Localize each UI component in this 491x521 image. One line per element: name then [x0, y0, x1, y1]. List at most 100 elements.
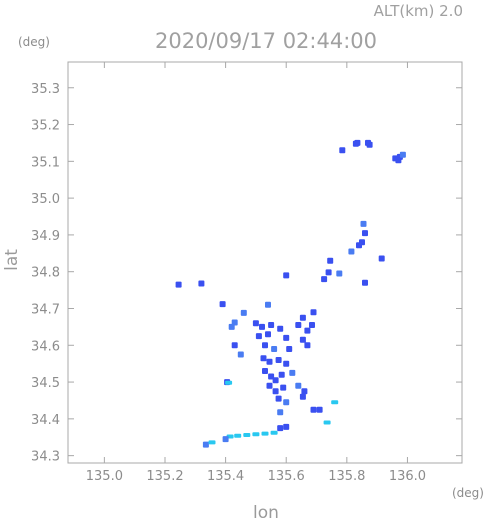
- x-axis-title: lon: [253, 503, 279, 521]
- echo-point: [283, 423, 290, 430]
- echo-point: [277, 325, 284, 332]
- echo-point: [356, 242, 362, 249]
- echo-point: [286, 346, 293, 352]
- echo-point: [399, 151, 406, 158]
- echo-point: [295, 382, 302, 389]
- y-axis-ticks: 34.3 34.4 34.5 34.6 34.7 34.8 34.9 35.0 35.1 35.2…: [31, 82, 462, 465]
- echo-point: [310, 406, 317, 413]
- echo-point: [327, 257, 334, 264]
- echo-point: [266, 382, 273, 389]
- echo-point: [283, 360, 290, 367]
- y-axis-title: lat: [2, 249, 22, 271]
- echo-point: [262, 368, 268, 374]
- echo-point: [339, 147, 346, 154]
- echo-point: [222, 436, 229, 443]
- echo-point: [202, 441, 209, 448]
- echo-point: [260, 355, 267, 362]
- echo-point: [275, 395, 282, 402]
- x-axis-unit: (deg): [452, 486, 484, 500]
- echo-point: [266, 358, 273, 365]
- echo-point: [275, 357, 282, 363]
- echo-point: [310, 309, 317, 316]
- echo-point: [295, 322, 302, 328]
- y-tick-label: 34.9: [31, 229, 60, 244]
- echo-point: [272, 388, 279, 395]
- y-axis-unit: (deg): [18, 35, 50, 49]
- x-tick-label: 135.8: [328, 469, 365, 484]
- echo-point: [231, 342, 238, 349]
- y-tick-label: 34.4: [31, 413, 60, 428]
- echo-point: [304, 327, 311, 334]
- echo-point: [378, 255, 385, 262]
- echo-point: [304, 342, 311, 349]
- x-tick-label: 135.0: [86, 469, 123, 484]
- echo-point: [299, 393, 306, 400]
- echo-point: [277, 425, 284, 432]
- y-tick-label: 35.2: [31, 119, 60, 134]
- x-tick-label: 135.4: [207, 469, 244, 484]
- echo-point: [280, 384, 287, 391]
- x-tick-label: 135.2: [146, 469, 183, 484]
- echo-point: [262, 342, 268, 349]
- echo-point: [234, 433, 242, 438]
- echo-point: [316, 406, 323, 413]
- y-tick-label: 35.0: [31, 192, 60, 207]
- echo-point: [301, 388, 308, 395]
- echo-point: [268, 373, 275, 380]
- echo-point: [219, 301, 226, 308]
- altitude-label: ALT(km) 2.0: [374, 2, 463, 20]
- echo-point: [278, 371, 285, 378]
- echo-point: [283, 399, 290, 406]
- echo-point: [299, 336, 306, 343]
- echo-point: [336, 270, 343, 277]
- echo-point: [208, 440, 216, 445]
- y-tick-label: 34.8: [31, 266, 60, 281]
- y-tick-label: 34.7: [31, 302, 60, 317]
- echo-point: [299, 314, 306, 321]
- echo-point: [175, 281, 182, 288]
- echo-point: [198, 280, 205, 287]
- y-tick-label: 34.5: [31, 376, 60, 391]
- x-tick-label: 136.0: [389, 469, 426, 484]
- echo-point: [272, 377, 279, 384]
- echo-point: [321, 276, 328, 283]
- echo-point: [289, 369, 296, 376]
- echo-point: [252, 320, 259, 327]
- echo-point: [277, 409, 284, 416]
- echo-point: [228, 323, 235, 330]
- echo-point: [331, 400, 339, 405]
- echo-point: [362, 279, 368, 286]
- y-tick-label: 35.1: [31, 155, 60, 170]
- echo-point: [240, 309, 247, 316]
- echo-point: [325, 269, 332, 276]
- echo-point: [366, 141, 373, 148]
- echo-point: [225, 380, 233, 385]
- echo-point: [271, 346, 278, 352]
- echo-point: [243, 433, 251, 437]
- echo-point: [255, 333, 262, 340]
- radar-echoes: [175, 139, 406, 448]
- echo-point: [360, 220, 367, 227]
- y-tick-label: 34.3: [31, 450, 60, 465]
- echo-point: [309, 322, 315, 328]
- plot-frame: [67, 61, 463, 464]
- echo-point: [354, 139, 361, 146]
- echo-point: [283, 272, 290, 279]
- x-tick-label: 135.6: [268, 469, 305, 484]
- echo-point: [237, 351, 244, 358]
- echo-point: [283, 334, 290, 341]
- echo-point: [270, 430, 278, 435]
- x-axis-ticks: 135.0 135.2 135.4 135.6 135.8 136.0: [86, 62, 426, 484]
- echo-point: [348, 248, 355, 255]
- echo-point: [362, 230, 368, 237]
- echo-point: [268, 322, 275, 328]
- echo-point: [323, 420, 331, 425]
- y-tick-label: 35.3: [31, 82, 60, 97]
- echo-point: [261, 431, 269, 436]
- echo-point: [259, 323, 265, 330]
- echo-point: [265, 301, 271, 308]
- chart-timestamp: 2020/09/17 02:44:00: [155, 29, 377, 53]
- y-tick-label: 34.6: [31, 339, 60, 354]
- plot-border: [67, 61, 463, 464]
